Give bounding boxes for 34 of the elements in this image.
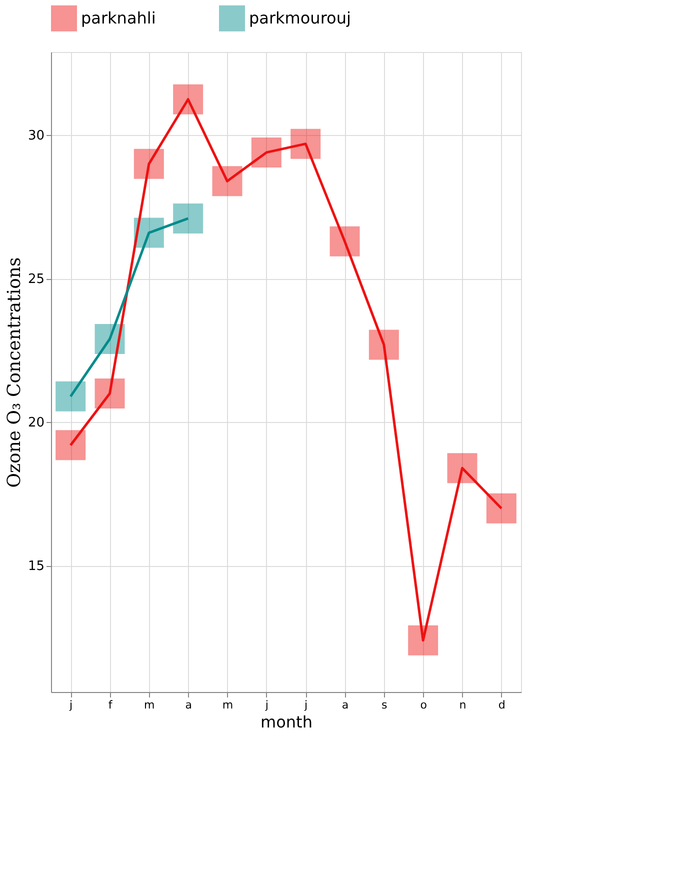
point — [56, 430, 86, 460]
point — [56, 381, 86, 412]
point — [447, 453, 478, 484]
point — [212, 166, 242, 196]
x-tick-label: d — [498, 698, 506, 712]
x-tick-label: f — [108, 698, 114, 712]
x-tick-label: j — [68, 698, 73, 712]
y-tick-label: 25 — [28, 272, 44, 288]
x-tick-label: o — [420, 698, 428, 712]
y-tick-label: 20 — [28, 416, 44, 431]
x-tick-label: n — [459, 698, 466, 712]
point — [368, 330, 399, 360]
point — [94, 378, 125, 409]
point — [251, 137, 282, 168]
x-tick-label: m — [222, 698, 234, 712]
point — [173, 203, 204, 234]
x-tick-label: j — [304, 698, 308, 712]
x-tick-label: a — [342, 698, 349, 712]
point — [486, 493, 516, 524]
x-tick-label: m — [144, 698, 155, 712]
x-tick-label: s — [382, 698, 388, 712]
y-tick-label: 15 — [28, 559, 44, 574]
x-axis-title: month — [260, 712, 312, 732]
point — [408, 625, 438, 656]
y-tick-label: 30 — [28, 128, 44, 144]
legend-label: parkmourouj — [249, 8, 351, 28]
x-tick-label: j — [264, 698, 268, 712]
x-tick-label: a — [185, 698, 192, 712]
point — [330, 226, 360, 256]
y-axis-title: Ozone O₃ Concentrations — [4, 257, 25, 488]
legend-label: parknahli — [81, 8, 156, 28]
point — [290, 128, 321, 159]
point — [134, 148, 164, 179]
point — [173, 84, 204, 114]
